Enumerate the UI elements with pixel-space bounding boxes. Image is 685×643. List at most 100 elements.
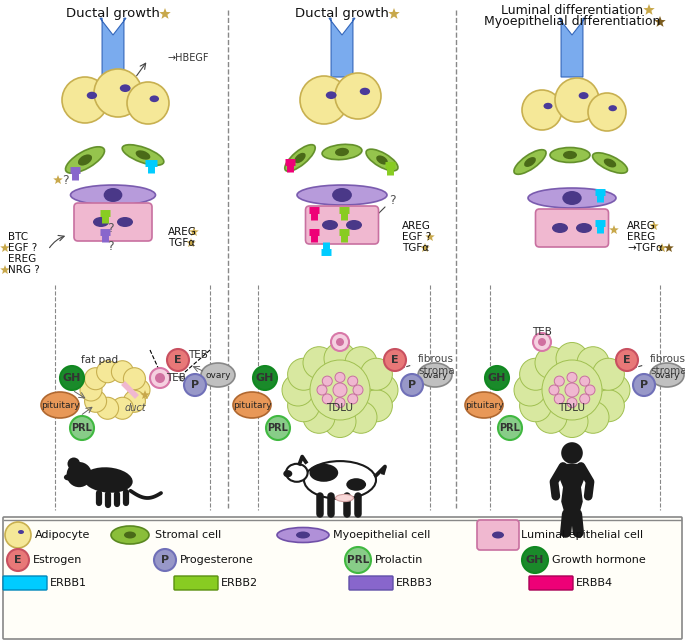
Circle shape xyxy=(485,366,509,390)
Circle shape xyxy=(522,547,548,573)
Ellipse shape xyxy=(136,150,151,159)
Polygon shape xyxy=(609,225,619,234)
Ellipse shape xyxy=(285,145,315,171)
Ellipse shape xyxy=(543,103,553,109)
Text: ovary: ovary xyxy=(422,370,448,379)
Text: TEB: TEB xyxy=(188,350,208,360)
Polygon shape xyxy=(664,243,674,252)
Circle shape xyxy=(535,401,567,433)
Polygon shape xyxy=(189,227,199,236)
Polygon shape xyxy=(425,232,435,241)
Circle shape xyxy=(336,338,344,346)
Circle shape xyxy=(360,390,393,422)
Text: Prolactin: Prolactin xyxy=(375,555,423,565)
Ellipse shape xyxy=(326,91,336,99)
Circle shape xyxy=(150,368,170,388)
Polygon shape xyxy=(560,464,584,514)
Circle shape xyxy=(593,358,624,390)
Circle shape xyxy=(556,343,588,374)
Text: TGFα: TGFα xyxy=(168,238,195,248)
Circle shape xyxy=(554,376,564,386)
Circle shape xyxy=(538,338,546,346)
FancyBboxPatch shape xyxy=(306,206,379,244)
Ellipse shape xyxy=(304,461,376,499)
FancyBboxPatch shape xyxy=(174,576,218,590)
Circle shape xyxy=(80,379,102,401)
Polygon shape xyxy=(643,4,655,15)
Ellipse shape xyxy=(465,392,503,418)
Circle shape xyxy=(335,372,345,383)
Ellipse shape xyxy=(122,145,164,165)
Text: GH: GH xyxy=(256,373,274,383)
Circle shape xyxy=(317,385,327,395)
Text: ovary: ovary xyxy=(654,370,680,379)
Circle shape xyxy=(154,549,176,571)
Circle shape xyxy=(593,390,624,422)
Circle shape xyxy=(184,374,206,396)
Ellipse shape xyxy=(563,151,577,159)
Circle shape xyxy=(555,78,599,122)
Ellipse shape xyxy=(103,188,123,202)
Text: E: E xyxy=(174,355,182,365)
Ellipse shape xyxy=(87,92,97,99)
FancyBboxPatch shape xyxy=(349,576,393,590)
Ellipse shape xyxy=(366,149,398,171)
Text: P: P xyxy=(408,380,416,390)
Ellipse shape xyxy=(650,363,684,387)
Text: PRL: PRL xyxy=(71,423,92,433)
Text: EGF ?: EGF ? xyxy=(8,243,37,253)
Circle shape xyxy=(514,374,546,406)
Ellipse shape xyxy=(66,147,105,173)
Circle shape xyxy=(253,366,277,390)
Text: TGFα: TGFα xyxy=(402,243,429,253)
Ellipse shape xyxy=(117,217,133,227)
Text: fat pad: fat pad xyxy=(82,355,119,365)
Ellipse shape xyxy=(124,532,136,538)
Text: Ductal growth: Ductal growth xyxy=(295,8,389,21)
Text: fibrous
stroma: fibrous stroma xyxy=(650,354,685,376)
Text: pituitary: pituitary xyxy=(464,401,503,410)
Circle shape xyxy=(324,406,356,437)
Text: Luminal differentiation: Luminal differentiation xyxy=(501,3,643,17)
Text: P: P xyxy=(191,380,199,390)
Ellipse shape xyxy=(120,84,131,92)
Ellipse shape xyxy=(286,464,308,482)
Circle shape xyxy=(633,374,655,396)
Circle shape xyxy=(366,374,398,406)
Circle shape xyxy=(522,90,562,130)
Text: E: E xyxy=(391,355,399,365)
Text: P: P xyxy=(161,555,169,565)
Circle shape xyxy=(322,376,332,386)
Circle shape xyxy=(616,349,638,371)
Circle shape xyxy=(556,406,588,437)
Circle shape xyxy=(128,379,150,401)
Circle shape xyxy=(303,401,335,433)
Circle shape xyxy=(112,397,134,419)
Circle shape xyxy=(353,385,363,395)
FancyBboxPatch shape xyxy=(477,520,519,550)
Circle shape xyxy=(345,547,371,573)
Ellipse shape xyxy=(297,185,387,205)
Ellipse shape xyxy=(376,156,388,165)
Circle shape xyxy=(498,416,522,440)
Ellipse shape xyxy=(603,159,616,167)
Ellipse shape xyxy=(347,478,366,491)
Ellipse shape xyxy=(149,95,159,102)
Circle shape xyxy=(577,401,609,433)
Circle shape xyxy=(520,390,551,422)
Text: E: E xyxy=(623,355,631,365)
Polygon shape xyxy=(53,175,63,184)
Circle shape xyxy=(127,82,169,124)
Circle shape xyxy=(533,333,551,351)
Polygon shape xyxy=(559,18,585,77)
Circle shape xyxy=(567,372,577,383)
Circle shape xyxy=(549,385,559,395)
Ellipse shape xyxy=(84,467,133,493)
Ellipse shape xyxy=(335,148,349,156)
Text: ERBB2: ERBB2 xyxy=(221,578,258,588)
Text: E: E xyxy=(14,555,22,565)
Circle shape xyxy=(331,333,349,351)
Ellipse shape xyxy=(93,217,109,227)
Ellipse shape xyxy=(41,392,79,418)
Ellipse shape xyxy=(78,154,92,166)
